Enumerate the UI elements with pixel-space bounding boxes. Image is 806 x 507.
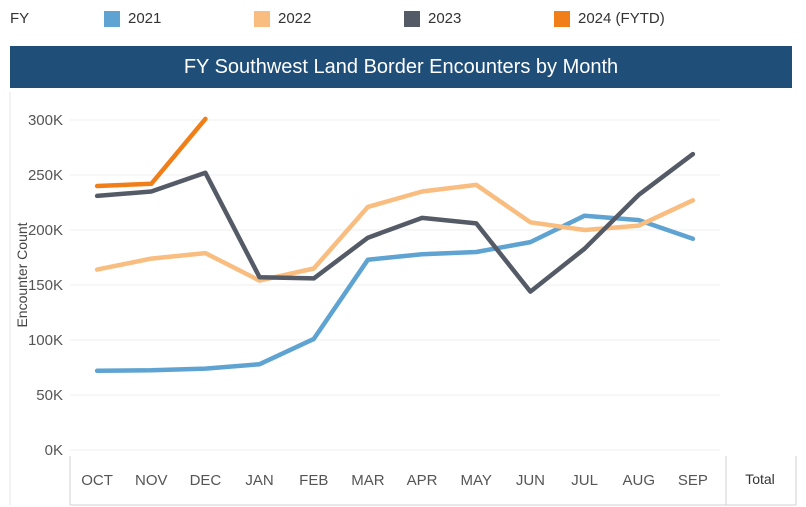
y-tick-label: 50K	[36, 387, 63, 404]
x-tick-label: MAY	[461, 472, 492, 489]
legend-label-2023: 2023	[428, 10, 462, 27]
series-line-2022	[94, 182, 696, 283]
legend-title: FY	[10, 10, 30, 27]
legend-swatch-2022	[254, 10, 270, 27]
series-line-2024-fytd	[94, 116, 208, 189]
total-column-label: Total	[745, 471, 775, 487]
y-tick-label: 300K	[28, 112, 63, 129]
x-tick-label: JUL	[571, 472, 598, 489]
x-tick-label: NOV	[135, 472, 168, 489]
legend-label-2024: 2024 (FYTD)	[578, 10, 665, 27]
legend-item-2021[interactable]: 2021	[104, 10, 161, 27]
legend-label-2021: 2021	[128, 10, 162, 27]
series-line-2023	[94, 151, 696, 294]
x-tick-label: SEP	[678, 472, 708, 489]
y-tick-label: 150K	[28, 277, 63, 294]
x-tick-label: JUN	[516, 472, 545, 489]
chart-title: FY Southwest Land Border Encounters by M…	[10, 46, 792, 88]
legend-swatch-2021	[104, 10, 120, 27]
x-tick-label: MAR	[351, 472, 385, 489]
x-tick-label: JAN	[245, 472, 273, 489]
x-tick-label: FEB	[299, 472, 328, 489]
legend-item-2024[interactable]: 2024 (FYTD)	[554, 10, 665, 27]
legend: FY 2021 2022 2023 2024 (FYTD)	[0, 0, 806, 40]
y-tick-label: 0K	[45, 442, 63, 459]
legend-item-2022[interactable]: 2022	[254, 10, 311, 27]
y-axis-label: Encounter Count	[14, 222, 30, 327]
legend-label-2022: 2022	[278, 10, 312, 27]
legend-swatch-2023	[404, 10, 420, 27]
legend-swatch-2024	[554, 10, 570, 27]
y-tick-label: 250K	[28, 167, 63, 184]
y-tick-label: 100K	[28, 332, 63, 349]
legend-item-2023[interactable]: 2023	[404, 10, 461, 27]
series-line-2021	[94, 213, 696, 374]
x-tick-label: APR	[407, 472, 438, 489]
x-tick-label: DEC	[190, 472, 222, 489]
x-tick-label: OCT	[81, 472, 113, 489]
y-tick-label: 200K	[28, 222, 63, 239]
x-tick-label: AUG	[622, 472, 655, 489]
